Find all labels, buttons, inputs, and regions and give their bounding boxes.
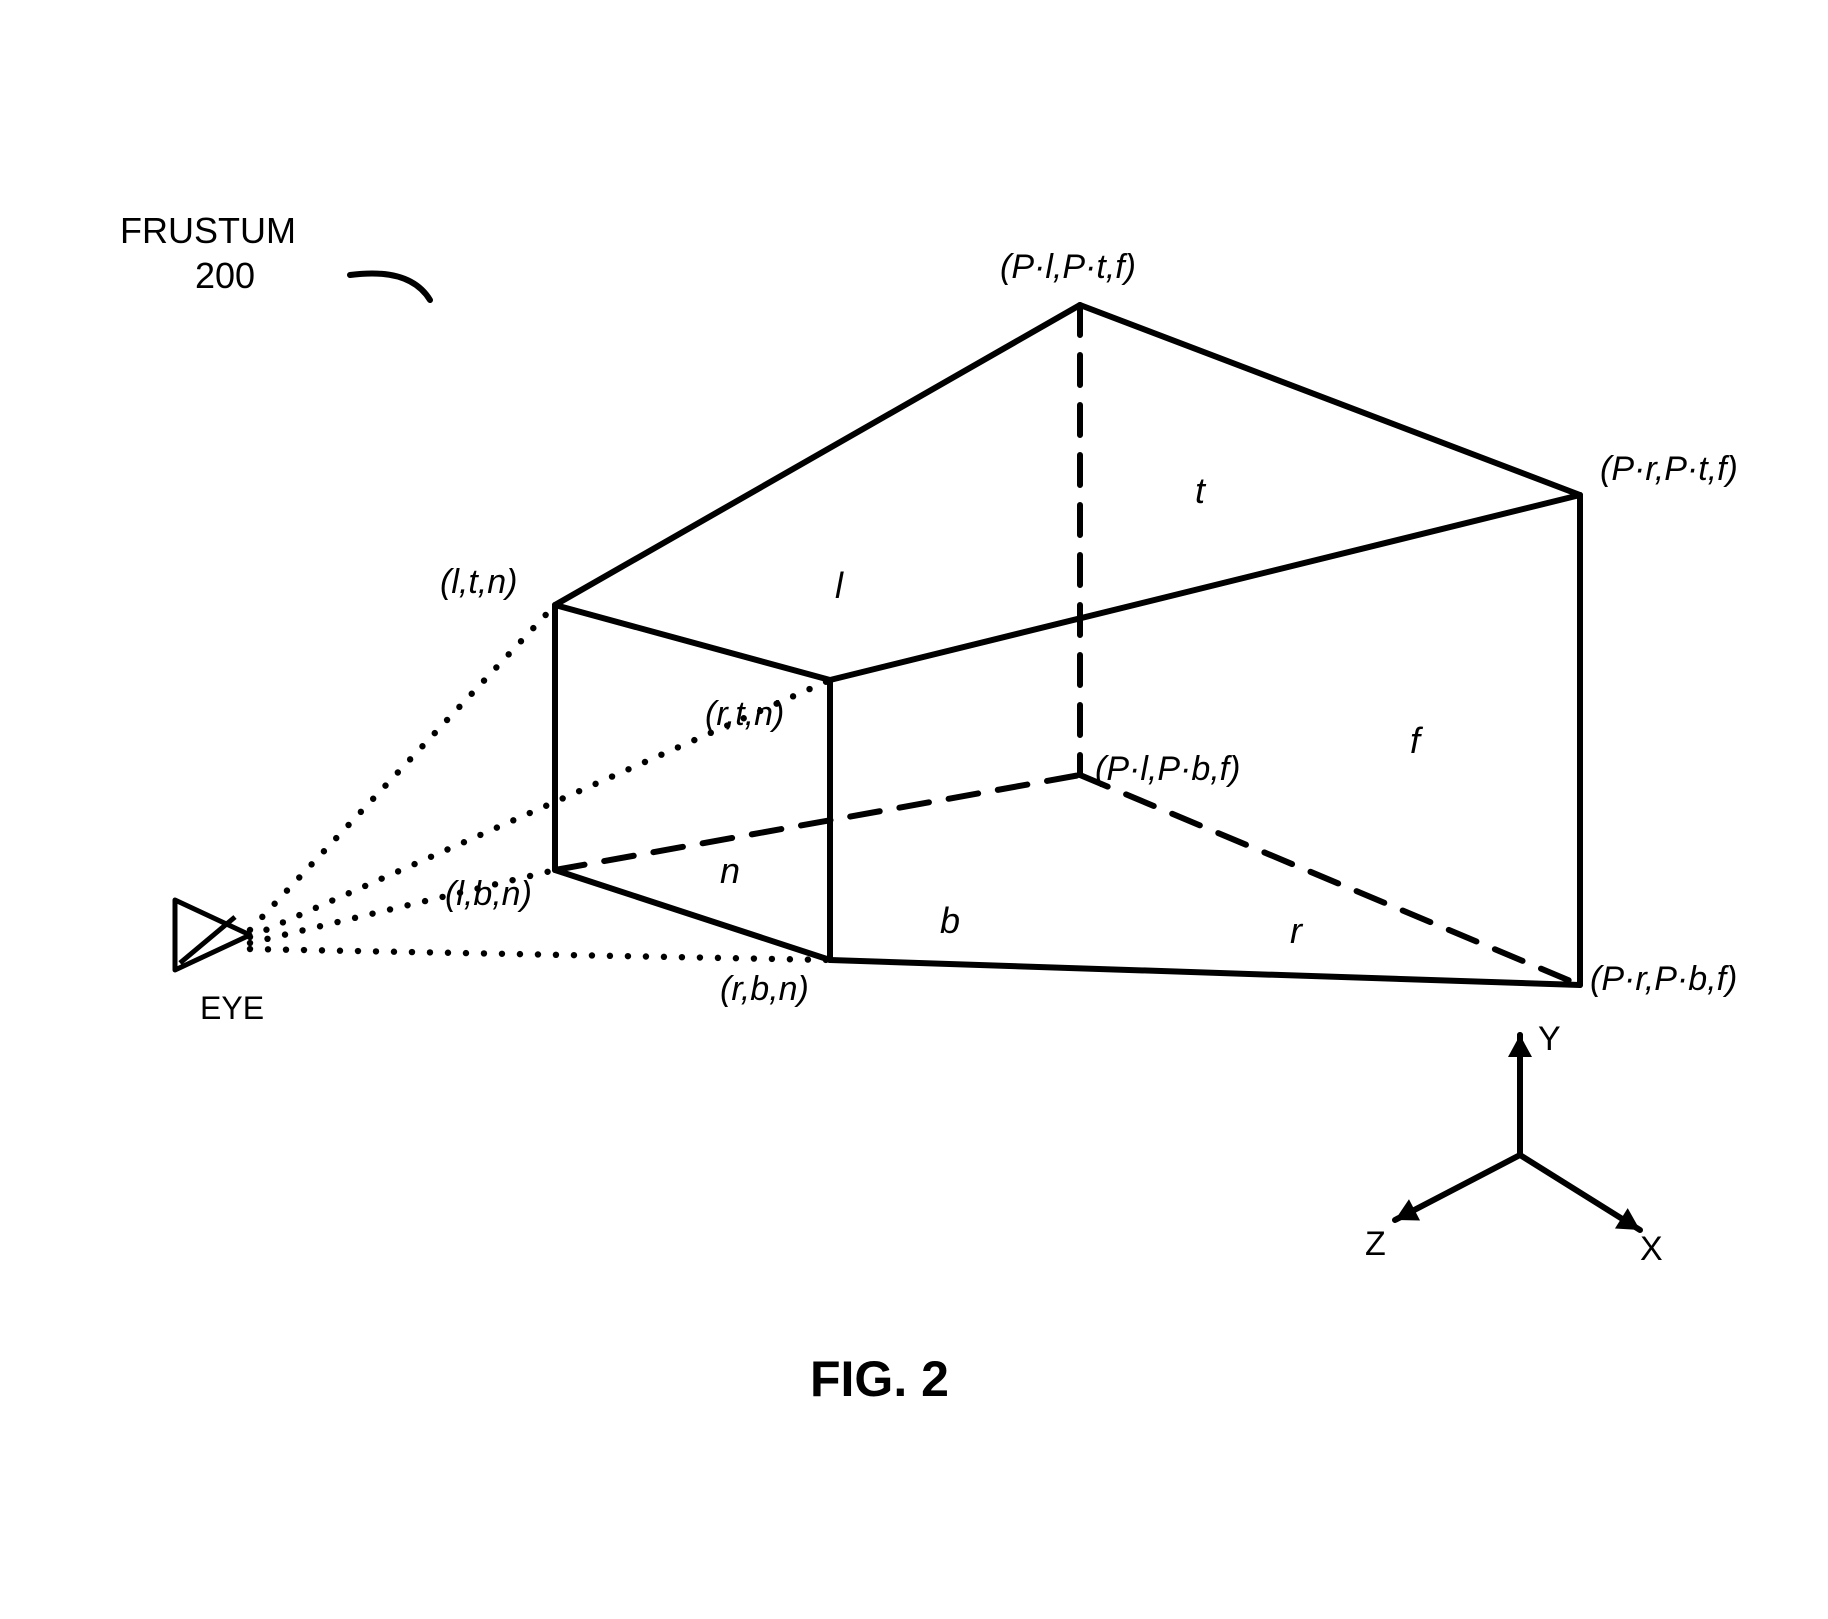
axis-x-label: X: [1640, 1230, 1663, 1269]
face-n: n: [720, 850, 740, 892]
vertex-prtf: (P·r,P·t,f): [1600, 450, 1738, 489]
vertex-rtn: (r,t,n): [705, 695, 784, 734]
frustum-title-line2: 200: [195, 255, 255, 297]
vertex-plbf: (P·l,P·b,f): [1095, 750, 1240, 789]
eye-label: EYE: [200, 990, 264, 1027]
axis-y-label: Y: [1538, 1020, 1561, 1059]
vertex-lbn: (l,b,n): [445, 875, 532, 914]
vertex-ltn: (l,t,n): [440, 563, 517, 602]
face-l: l: [835, 565, 843, 607]
frustum-title-line1: FRUSTUM: [120, 210, 296, 252]
figure-caption: FIG. 2: [810, 1350, 949, 1408]
face-b: b: [940, 900, 960, 942]
vertex-rbn: (r,b,n): [720, 970, 809, 1009]
face-t: t: [1195, 470, 1205, 512]
axis-z-label: Z: [1365, 1225, 1386, 1264]
vertex-pltf: (P·l,P·t,f): [1000, 248, 1136, 287]
vertex-prbf: (P·r,P·b,f): [1590, 960, 1737, 999]
face-f: f: [1410, 720, 1420, 762]
face-r: r: [1290, 910, 1302, 952]
